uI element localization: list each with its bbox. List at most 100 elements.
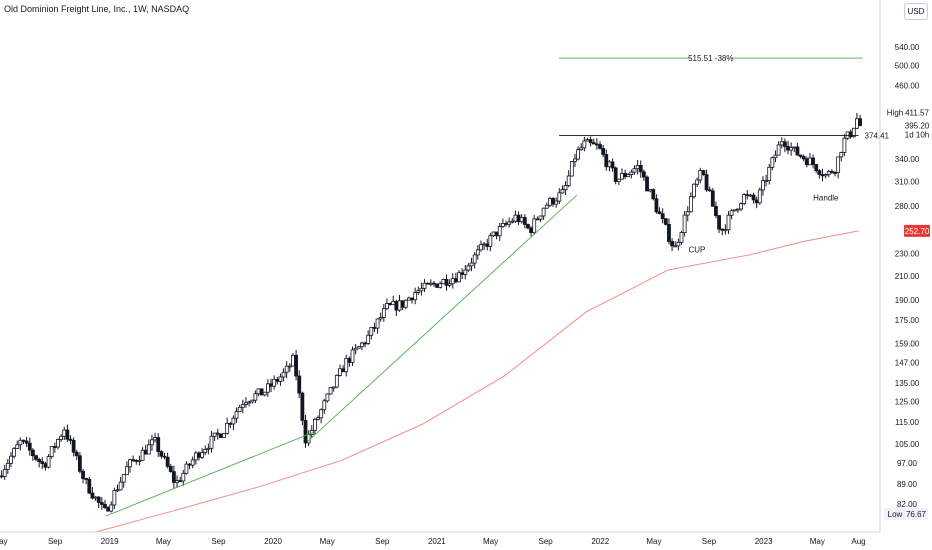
candle-body: [388, 303, 392, 306]
candle-body: [441, 279, 446, 285]
time-tick-label: May: [156, 537, 171, 546]
candle-body: [394, 301, 399, 311]
time-tick-label: 2022: [591, 537, 609, 546]
candle-body: [294, 354, 298, 377]
candle-body: [673, 245, 678, 248]
candle-body: [68, 438, 73, 441]
candle-body: [106, 507, 110, 512]
candle-body: [200, 452, 204, 458]
candle-body: [616, 178, 621, 182]
candle-body: [115, 489, 120, 492]
candle-body: [134, 460, 139, 462]
candle-body: [187, 463, 192, 466]
candle-body: [228, 422, 233, 425]
price-tick-label: 340.00: [895, 155, 920, 164]
low-label-bg: [884, 508, 928, 520]
candle-body: [754, 199, 759, 204]
time-tick-label: Sep: [211, 537, 226, 546]
candle-body: [444, 279, 449, 286]
candle-body: [601, 147, 606, 155]
price-tick-label: 210.00: [895, 272, 920, 281]
candle-body: [522, 217, 527, 225]
candle-body: [801, 156, 806, 160]
candle-body: [312, 418, 317, 431]
candle-body: [87, 478, 92, 494]
candle-body: [576, 149, 580, 160]
time-tick-label: 2019: [101, 537, 119, 546]
candle-body: [836, 156, 841, 173]
candle-body: [65, 429, 70, 440]
high-label: High: [887, 109, 903, 118]
current-price: 395.20: [905, 122, 930, 131]
candle-body: [814, 164, 819, 172]
candle-body: [109, 504, 114, 512]
candle-body: [654, 198, 659, 213]
candle-body: [453, 278, 458, 283]
candle-body: [316, 417, 320, 420]
ma-value-badge: [904, 224, 930, 237]
candle-body: [225, 422, 230, 434]
candle-body: [500, 223, 505, 227]
candle-body: [165, 456, 170, 467]
candle-body: [594, 143, 599, 146]
candle-body: [262, 391, 267, 396]
candle-body: [363, 342, 367, 345]
candle-body: [535, 218, 540, 221]
candle-body: [162, 455, 167, 458]
pattern-annotation: Handle: [813, 194, 839, 203]
candle-body: [720, 228, 725, 231]
candle-body: [356, 346, 361, 349]
candle-body: [247, 401, 251, 404]
candle-body: [428, 282, 433, 285]
candle-body: [541, 207, 546, 217]
candle-body: [256, 388, 261, 395]
candle-body: [663, 218, 668, 225]
candle-body: [303, 419, 308, 444]
candle-body: [218, 433, 223, 438]
candle-body: [761, 180, 765, 191]
candle-body: [789, 147, 794, 151]
candle-body: [566, 175, 571, 186]
candle-body: [604, 154, 609, 168]
price-tick-label: 115.00: [895, 418, 919, 427]
candle-body: [381, 308, 386, 318]
candle-body: [240, 404, 245, 408]
candle-body: [118, 481, 123, 491]
price-axis: 82.00 89.00 97.00 105.00 115.00 125.00 135.00 1…: [884, 43, 930, 520]
candle-body: [779, 141, 784, 146]
candle-body: [435, 283, 439, 288]
candle-body: [447, 283, 452, 286]
candle-body: [275, 378, 280, 382]
candle-body: [582, 140, 587, 149]
time-tick-label: May: [483, 537, 498, 546]
candle-body: [786, 146, 790, 151]
candle-body: [40, 461, 45, 464]
candle-body: [347, 358, 352, 363]
price-tick-label: 460.00: [895, 82, 920, 91]
candle-body: [767, 166, 772, 181]
candle-body: [551, 197, 555, 205]
candle-body: [156, 437, 161, 452]
candle-body: [0, 475, 4, 478]
price-tick-label: 500.00: [895, 61, 920, 70]
price-tick-label: 230.00: [895, 250, 920, 259]
candle-body: [526, 224, 530, 229]
candle-body: [84, 478, 89, 480]
time-tick-label: 2023: [755, 537, 773, 546]
price-tick-label: 190.00: [895, 296, 920, 305]
candle-body: [34, 455, 38, 460]
candle-body: [244, 402, 248, 405]
currency-button[interactable]: USD: [904, 3, 928, 20]
candle-body: [391, 301, 396, 306]
candle-body: [626, 174, 631, 178]
time-tick-label: May: [810, 537, 825, 546]
candle-body: [513, 214, 518, 222]
candle-body: [331, 386, 336, 389]
candle-body: [782, 141, 787, 147]
candle-body: [554, 200, 559, 205]
candle-body: [49, 446, 54, 457]
candle-body: [43, 463, 48, 468]
candle-body: [817, 170, 822, 175]
candle-body: [168, 465, 173, 472]
